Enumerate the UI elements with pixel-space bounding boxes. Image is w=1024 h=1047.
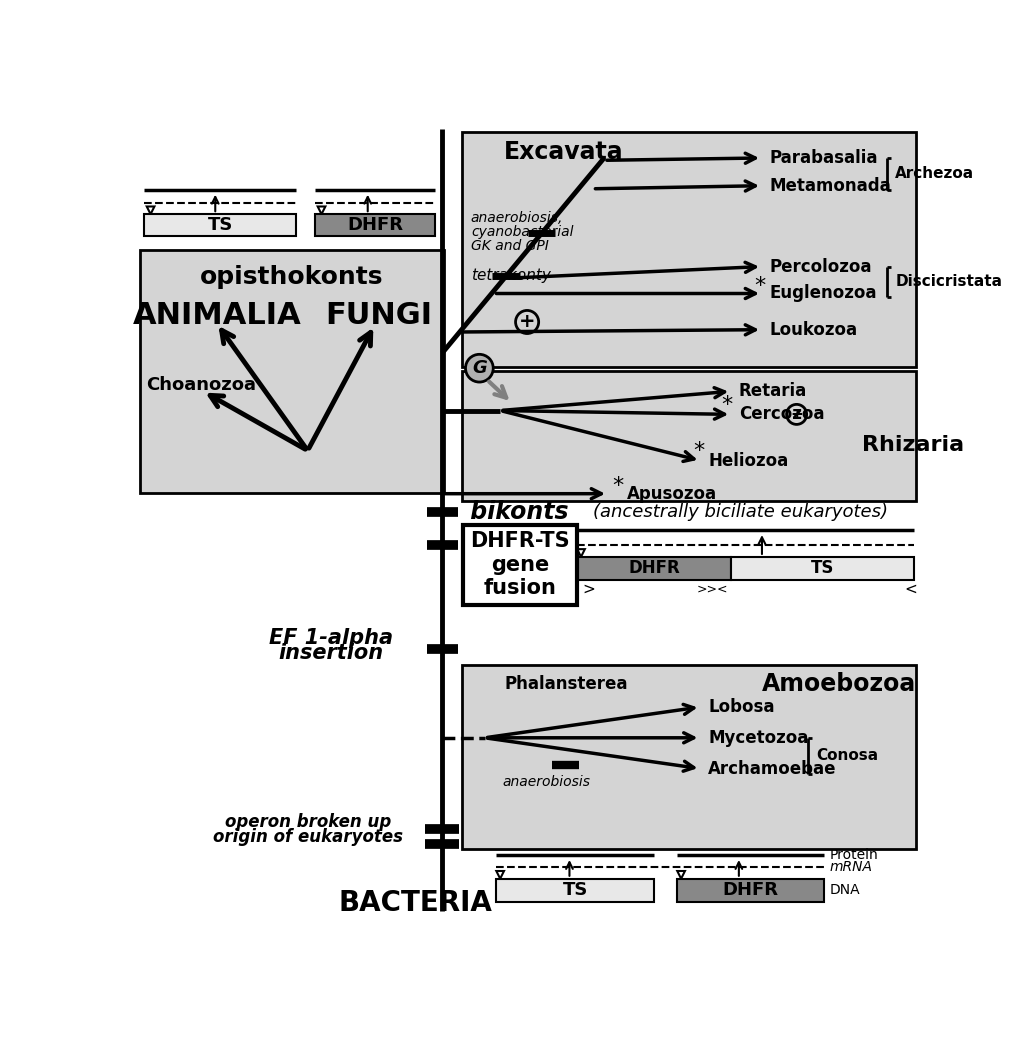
Text: EF 1-alpha: EF 1-alpha [268,628,393,648]
Text: Euglenozoa: Euglenozoa [770,285,878,303]
Text: *: * [722,395,733,416]
Text: *: * [611,476,623,496]
Text: FUNGI: FUNGI [325,302,432,331]
Text: G: G [472,359,486,377]
Bar [462,665,915,849]
Text: (ancestrally biciliate eukaryotes): (ancestrally biciliate eukaryotes) [593,504,888,521]
Text: tetrakonty: tetrakonty [471,268,551,284]
Text: Conosa: Conosa [816,748,878,763]
Bar [497,878,654,901]
Text: Amoebozoa: Amoebozoa [762,672,916,696]
Bar [315,215,435,236]
Bar [462,132,915,366]
Text: DHFR: DHFR [629,559,680,577]
Text: Choanozoa: Choanozoa [146,376,256,394]
Text: Metamonada: Metamonada [770,177,892,195]
Text: DHFR: DHFR [722,882,778,899]
Text: opisthokonts: opisthokonts [200,265,384,289]
Text: fusion: fusion [483,578,557,598]
Text: origin of eukaryotes: origin of eukaryotes [213,828,402,846]
Text: Lobosa: Lobosa [708,698,774,716]
Text: mRNA: mRNA [829,861,872,874]
Text: Discicristata: Discicristata [895,273,1002,289]
Text: operon broken up: operon broken up [224,814,391,831]
Text: >><: >>< [696,583,728,596]
Text: Apusozoa: Apusozoa [628,485,718,503]
Text: bikonts: bikonts [462,500,568,525]
Text: DHFR: DHFR [347,216,403,233]
Text: Rhizaria: Rhizaria [862,436,965,455]
Text: Heliozoa: Heliozoa [708,451,788,470]
Text: Archamoebae: Archamoebae [708,759,837,778]
Text: Mycetozoa: Mycetozoa [708,729,808,747]
Text: *: * [693,442,705,462]
Text: +: + [519,312,536,332]
Text: TS: TS [562,882,588,899]
Bar [463,525,578,605]
Text: TS: TS [811,559,835,577]
Text: anaerobiosis: anaerobiosis [503,775,591,788]
Text: Phalansterea: Phalansterea [504,675,628,693]
Text: Parabasalia: Parabasalia [770,149,879,166]
Text: DHFR-TS: DHFR-TS [470,532,570,552]
Text: Loukozoa: Loukozoa [770,320,858,338]
Bar [140,250,444,493]
Text: Archezoa: Archezoa [895,165,974,181]
Text: cyanobacterial: cyanobacterial [471,225,573,239]
Text: +: + [791,407,803,422]
Text: <: < [904,582,916,597]
Text: ANIMALIA: ANIMALIA [132,302,301,331]
Text: gene: gene [492,555,549,575]
Circle shape [466,354,494,382]
Text: Percolozoa: Percolozoa [770,258,872,275]
Text: BACTERIA: BACTERIA [339,889,493,917]
Bar [462,371,915,502]
Bar [677,878,823,901]
Text: Excavata: Excavata [504,140,624,163]
Text: insertion: insertion [279,643,383,663]
Bar [578,557,731,580]
Text: Retaria: Retaria [739,382,807,400]
Text: >: > [583,582,595,597]
Text: GK and GPI: GK and GPI [471,239,549,252]
Text: *: * [754,275,765,296]
Text: Protein: Protein [829,848,879,862]
Text: DNA: DNA [829,884,860,897]
Text: TS: TS [208,216,232,233]
Bar [731,557,914,580]
Text: anaerobiosis,: anaerobiosis, [471,211,563,225]
Text: Cercozoa: Cercozoa [739,405,824,423]
Bar [144,215,296,236]
